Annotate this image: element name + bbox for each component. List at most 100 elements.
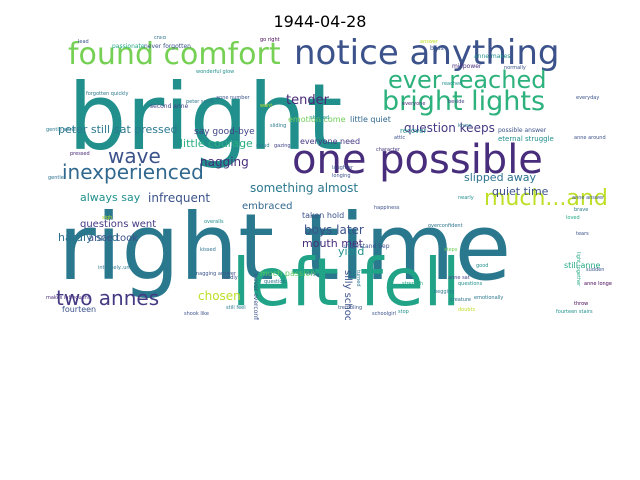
cloud-word: creature — [450, 297, 471, 303]
cloud-word: tender — [286, 93, 329, 108]
cloud-word: gentle — [48, 175, 64, 181]
cloud-word: anne sat — [448, 275, 470, 281]
cloud-word: silly — [306, 271, 316, 277]
cloud-word: reached — [442, 81, 463, 87]
cloud-word: attic — [394, 135, 406, 141]
cloud-word: still feel — [226, 305, 246, 311]
cloud-word: nagging answer — [196, 271, 236, 277]
cloud-word: bright lights — [382, 86, 546, 117]
cloud-word: bright — [68, 64, 343, 171]
cloud-word: questions — [458, 281, 483, 287]
cloud-word: found comfort — [68, 37, 281, 72]
cloud-word: eternal struggle — [498, 135, 554, 143]
cloud-word: right time — [58, 194, 512, 301]
cloud-word: turned — [355, 270, 361, 287]
cloud-word: overconfident — [428, 223, 463, 229]
cloud-word: stop — [398, 309, 409, 315]
cloud-word: anne number — [216, 95, 250, 101]
cloud-word: recover — [400, 127, 427, 135]
cloud-word: anne around — [574, 135, 606, 141]
cloud-word: notice anything — [294, 36, 560, 73]
cloud-word: wave — [108, 144, 161, 168]
cloud-word: ever reached — [388, 66, 547, 94]
cloud-word: taken hold — [302, 211, 345, 220]
cloud-word: much passion — [260, 269, 316, 278]
cloud-word: want — [260, 103, 273, 109]
cloud-word: sliding — [270, 123, 287, 129]
cloud-word: everyone need — [300, 137, 361, 146]
cloud-word: shook like — [184, 311, 209, 317]
cloud-word: normally — [504, 65, 526, 71]
cloud-word: anne took — [88, 233, 139, 244]
cloud-word: light together — [575, 252, 581, 287]
cloud-word: passionate — [112, 43, 145, 50]
cloud-word: nearly — [458, 195, 474, 201]
cloud-word: throw — [574, 301, 589, 307]
cloud-word: questions went — [80, 219, 157, 230]
cloud-word: embraced — [242, 201, 293, 212]
cloud-word: gazing — [274, 143, 291, 149]
cloud-word: answer — [420, 39, 439, 45]
cloud-word: boys later — [304, 223, 364, 237]
cloud-word: emotion come — [288, 115, 346, 124]
cloud-word: never forgotten — [144, 43, 191, 50]
cloud-word: peter schiff — [186, 99, 215, 105]
cloud-word: makes infrequent — [46, 295, 90, 301]
cloud-word: inexperienced — [62, 160, 204, 184]
cloud-word: infrequent — [148, 191, 211, 205]
cloud-word: laughter — [332, 165, 354, 171]
cloud-word: still anne — [564, 261, 601, 270]
cloud-word: left fell — [232, 244, 461, 320]
cloud-word: silly schoolgirl — [342, 270, 353, 320]
cloud-word: never overconfident — [252, 274, 259, 320]
cloud-word: longing — [332, 173, 351, 179]
cloud-word: boss — [430, 45, 444, 52]
cloud-word: everyone — [402, 101, 426, 107]
cloud-word: happiness — [374, 205, 400, 211]
cloud-word: chosen — [198, 289, 241, 303]
cloud-word: begging — [434, 289, 455, 295]
cloud-word: much...and — [484, 186, 608, 211]
cloud-word: doubts — [458, 307, 476, 313]
cloud-word: slipped away — [464, 171, 537, 184]
cloud-word: steps — [444, 247, 458, 253]
cloud-word: sudden — [586, 267, 605, 273]
cloud-word: emotionally — [474, 295, 504, 301]
cloud-word: fourteen — [62, 305, 97, 314]
cloud-word: schoolgirl — [372, 311, 397, 317]
figure-title: 1944-04-28 — [273, 12, 367, 31]
cloud-word: second anne — [150, 103, 189, 110]
cloud-word: possible answer — [498, 127, 547, 134]
cloud-word: sigh — [102, 215, 113, 221]
cloud-word: anne longed — [584, 281, 612, 287]
cloud-word: always say — [80, 191, 141, 204]
cloud-word: wonderful glow — [196, 69, 235, 75]
cloud-word: everyday — [576, 95, 600, 101]
cloud-word: mouth met — [302, 237, 363, 250]
cloud-word: understand bep — [342, 243, 390, 250]
cloud-word: hardly — [222, 275, 238, 281]
cloud-word: something almost — [250, 181, 359, 195]
cloud-word: character — [376, 147, 400, 153]
cloud-word: go right — [260, 37, 280, 43]
cloud-word: brave — [574, 207, 589, 213]
cloud-word: peter still — [58, 123, 111, 136]
cloud-word: child — [154, 36, 166, 41]
cloud-word: one possible — [292, 137, 543, 183]
cloud-word: little quiet — [350, 115, 391, 124]
cloud-word: say good-bye — [194, 127, 255, 137]
cloud-word: forgotten quickly — [86, 91, 129, 97]
cloud-word: showed — [310, 115, 330, 121]
cloud-word: cloud — [256, 143, 270, 149]
cloud-word: two annes — [56, 286, 160, 310]
cloud-word: good — [476, 263, 489, 269]
cloud-word: little courage — [180, 137, 253, 150]
cloud-word: quiet time — [492, 185, 549, 198]
cloud-word: strength — [402, 281, 424, 287]
cloud-word: lead — [78, 39, 89, 45]
cloud-word: pressed — [70, 151, 90, 157]
word-cloud: bright right time left fell one possible not… — [46, 36, 612, 320]
cloud-word: sat pressed — [114, 123, 178, 136]
cloud-word: tears — [576, 231, 589, 237]
cloud-word: yield — [338, 245, 365, 258]
